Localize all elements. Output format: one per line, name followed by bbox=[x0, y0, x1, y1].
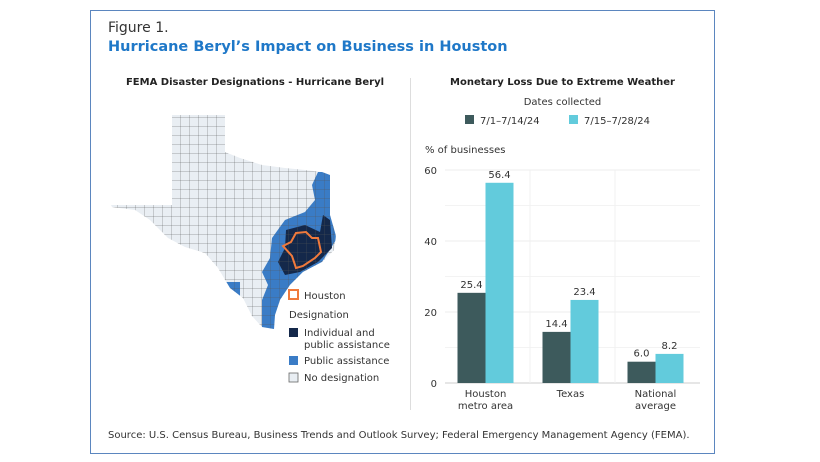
chart-legend-title: Dates collected bbox=[523, 97, 602, 108]
bar bbox=[655, 353, 684, 383]
bar bbox=[542, 331, 571, 383]
data-label: 8.2 bbox=[662, 341, 678, 352]
y-tick-label: 60 bbox=[424, 166, 437, 177]
designation-heading: Designation bbox=[289, 310, 349, 321]
figure-frame bbox=[90, 10, 715, 454]
map-legend: Houston Designation Individual and publi… bbox=[288, 289, 390, 384]
data-label: 56.4 bbox=[488, 170, 510, 181]
x-tick-label: metro area bbox=[458, 401, 513, 412]
chart-legend: 7/1–7/14/24 7/15–7/28/24 bbox=[465, 115, 650, 127]
houston-legend-swatch bbox=[288, 289, 299, 300]
legend-label-individual-2: public assistance bbox=[304, 340, 390, 351]
county-borders bbox=[111, 115, 336, 329]
data-label: 23.4 bbox=[573, 287, 595, 298]
y-tick-label: 20 bbox=[424, 308, 437, 319]
x-tick-label: Houston bbox=[465, 389, 507, 400]
legend-swatch-individual bbox=[289, 328, 298, 337]
x-tick-label: Texas bbox=[556, 389, 585, 400]
map-title: FEMA Disaster Designations - Hurricane B… bbox=[125, 77, 385, 88]
figure-label: Figure 1. bbox=[108, 20, 169, 36]
x-tick-label: average bbox=[635, 401, 676, 412]
source-note: Source: U.S. Census Bureau, Business Tre… bbox=[108, 430, 690, 441]
bar bbox=[485, 182, 514, 383]
chart-title: Monetary Loss Due to Extreme Weather bbox=[450, 77, 675, 88]
bar bbox=[570, 299, 599, 383]
data-label: 14.4 bbox=[545, 319, 567, 330]
houston-legend-label: Houston bbox=[304, 291, 346, 302]
legend-swatch-none bbox=[288, 372, 299, 383]
legend-label-series-2: 7/15–7/28/24 bbox=[584, 116, 650, 127]
y-tick-label: 0 bbox=[431, 379, 437, 390]
legend-swatch-series-2 bbox=[569, 115, 578, 124]
y-tick-label: 40 bbox=[424, 237, 437, 248]
legend-label-public: Public assistance bbox=[304, 356, 389, 367]
y-axis-label: % of businesses bbox=[425, 145, 505, 156]
houston-outline bbox=[281, 230, 323, 270]
legend-label-none: No designation bbox=[304, 373, 379, 384]
x-tick-label: National bbox=[635, 389, 677, 400]
data-label: 6.0 bbox=[634, 349, 650, 360]
figure-title: Hurricane Beryl’s Impact on Business in … bbox=[108, 39, 508, 55]
legend-swatch-series-1 bbox=[465, 115, 474, 124]
bar bbox=[457, 292, 486, 383]
legend-swatch-public bbox=[289, 356, 298, 365]
data-label: 25.4 bbox=[460, 280, 482, 291]
texas-map bbox=[111, 115, 336, 329]
panel-divider bbox=[410, 78, 411, 410]
bar bbox=[627, 361, 656, 383]
legend-label-individual: Individual and bbox=[304, 328, 375, 339]
legend-label-series-1: 7/1–7/14/24 bbox=[480, 116, 540, 127]
